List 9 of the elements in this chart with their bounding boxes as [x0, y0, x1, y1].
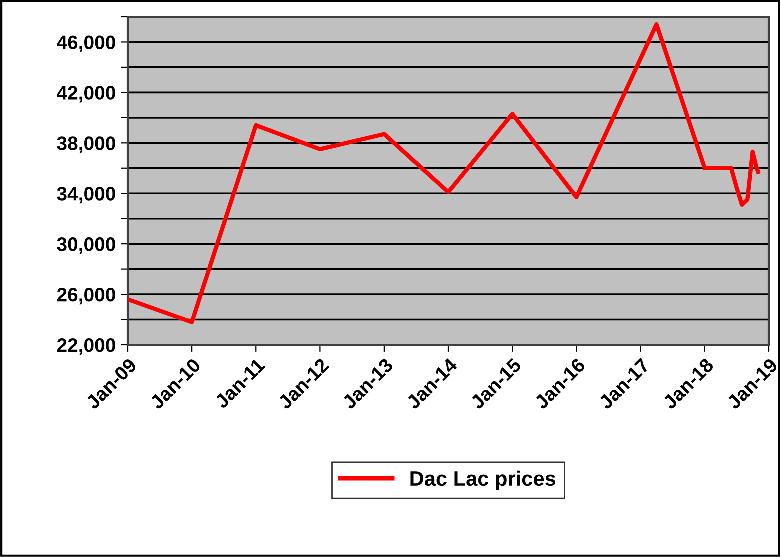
y-tick-label: 46,000 [57, 36, 116, 52]
y-tick-label: 42,000 [57, 86, 116, 103]
line-series [128, 22, 760, 324]
y-tick-label: 26,000 [57, 288, 116, 305]
y-tick-label: 30,000 [57, 238, 116, 254]
y-tick-label: 22,000 [57, 338, 116, 356]
y-tick-label: 38,000 [57, 136, 116, 154]
legend-label: Dac Lac prices [410, 470, 556, 490]
y-tick-label: 34,000 [57, 187, 116, 204]
